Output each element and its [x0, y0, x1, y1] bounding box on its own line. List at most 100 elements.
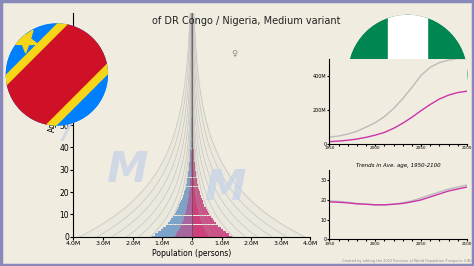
Polygon shape: [14, 30, 37, 53]
Bar: [189, 164, 192, 166]
Bar: [182, 200, 192, 202]
Bar: [192, 157, 194, 160]
Bar: [191, 178, 192, 180]
Bar: [184, 191, 192, 193]
Text: of DR Congo / Nigeria, Medium variant: of DR Congo / Nigeria, Medium variant: [152, 16, 340, 26]
Bar: [192, 196, 201, 198]
Bar: [185, 189, 192, 191]
Bar: [172, 218, 192, 220]
Bar: [192, 186, 199, 189]
Bar: [185, 186, 192, 189]
Bar: [192, 175, 196, 177]
Bar: [186, 184, 192, 186]
Bar: [191, 122, 192, 124]
Bar: [192, 175, 193, 177]
Bar: [186, 211, 192, 213]
Bar: [192, 169, 195, 171]
Bar: [192, 202, 196, 204]
Bar: [183, 220, 192, 222]
Bar: [192, 142, 193, 144]
Bar: [191, 175, 192, 177]
Bar: [191, 119, 192, 122]
Bar: [192, 162, 193, 164]
Bar: [192, 220, 214, 222]
Bar: [192, 155, 194, 157]
Bar: [192, 218, 201, 220]
Bar: [192, 215, 200, 218]
Bar: [186, 209, 192, 211]
Bar: [191, 157, 192, 160]
Bar: [191, 180, 192, 182]
Bar: [165, 225, 192, 227]
Bar: [192, 215, 211, 218]
Bar: [192, 191, 200, 193]
Bar: [191, 153, 192, 155]
Bar: [191, 135, 192, 137]
Bar: [181, 225, 192, 227]
Bar: [191, 151, 192, 153]
Bar: [189, 169, 192, 171]
Bar: [192, 207, 197, 209]
Bar: [191, 160, 192, 162]
Bar: [190, 160, 192, 162]
Bar: [192, 135, 193, 137]
Bar: [192, 169, 193, 171]
Bar: [192, 173, 193, 175]
Bar: [192, 180, 197, 182]
Bar: [173, 215, 192, 218]
Bar: [187, 207, 192, 209]
Bar: [191, 162, 192, 164]
Bar: [192, 193, 195, 195]
Bar: [168, 222, 192, 225]
Text: /: /: [63, 115, 74, 144]
Bar: [191, 173, 192, 175]
Bar: [190, 184, 192, 186]
Bar: [177, 209, 192, 211]
Bar: [192, 173, 196, 175]
Bar: [192, 171, 193, 173]
Bar: [189, 193, 192, 195]
Bar: [189, 167, 192, 169]
Bar: [191, 164, 192, 166]
Bar: [192, 193, 200, 195]
Bar: [190, 151, 192, 153]
Bar: [192, 167, 195, 169]
Bar: [189, 191, 192, 193]
Bar: [192, 231, 207, 233]
Bar: [192, 180, 193, 182]
Bar: [192, 229, 205, 231]
Bar: [191, 142, 192, 144]
Polygon shape: [17, 34, 142, 160]
Bar: [190, 162, 192, 164]
Bar: [191, 128, 192, 131]
Bar: [192, 204, 204, 206]
Bar: [192, 178, 197, 180]
Bar: [192, 211, 198, 213]
Text: M: M: [106, 149, 147, 191]
Bar: [191, 155, 192, 157]
X-axis label: Population (persons): Population (persons): [152, 249, 232, 258]
Bar: [192, 198, 202, 200]
Bar: [190, 153, 192, 155]
Bar: [182, 222, 192, 225]
Bar: [192, 182, 194, 184]
Bar: [190, 189, 192, 191]
Polygon shape: [0, 0, 97, 115]
Bar: [188, 200, 192, 202]
Bar: [192, 133, 193, 135]
Bar: [192, 200, 202, 202]
Bar: [188, 175, 192, 177]
Bar: [187, 178, 192, 180]
Bar: [192, 207, 206, 209]
Bar: [161, 229, 192, 231]
Bar: [163, 227, 192, 229]
Bar: [192, 189, 194, 191]
Title: Trends in Ave. age, 1950-2100: Trends in Ave. age, 1950-2100: [356, 164, 440, 168]
Bar: [192, 209, 198, 211]
Bar: [191, 124, 192, 126]
Y-axis label: Age: Age: [48, 118, 57, 132]
Bar: [176, 211, 192, 213]
Bar: [184, 215, 192, 218]
Bar: [192, 204, 197, 206]
Bar: [192, 236, 232, 238]
